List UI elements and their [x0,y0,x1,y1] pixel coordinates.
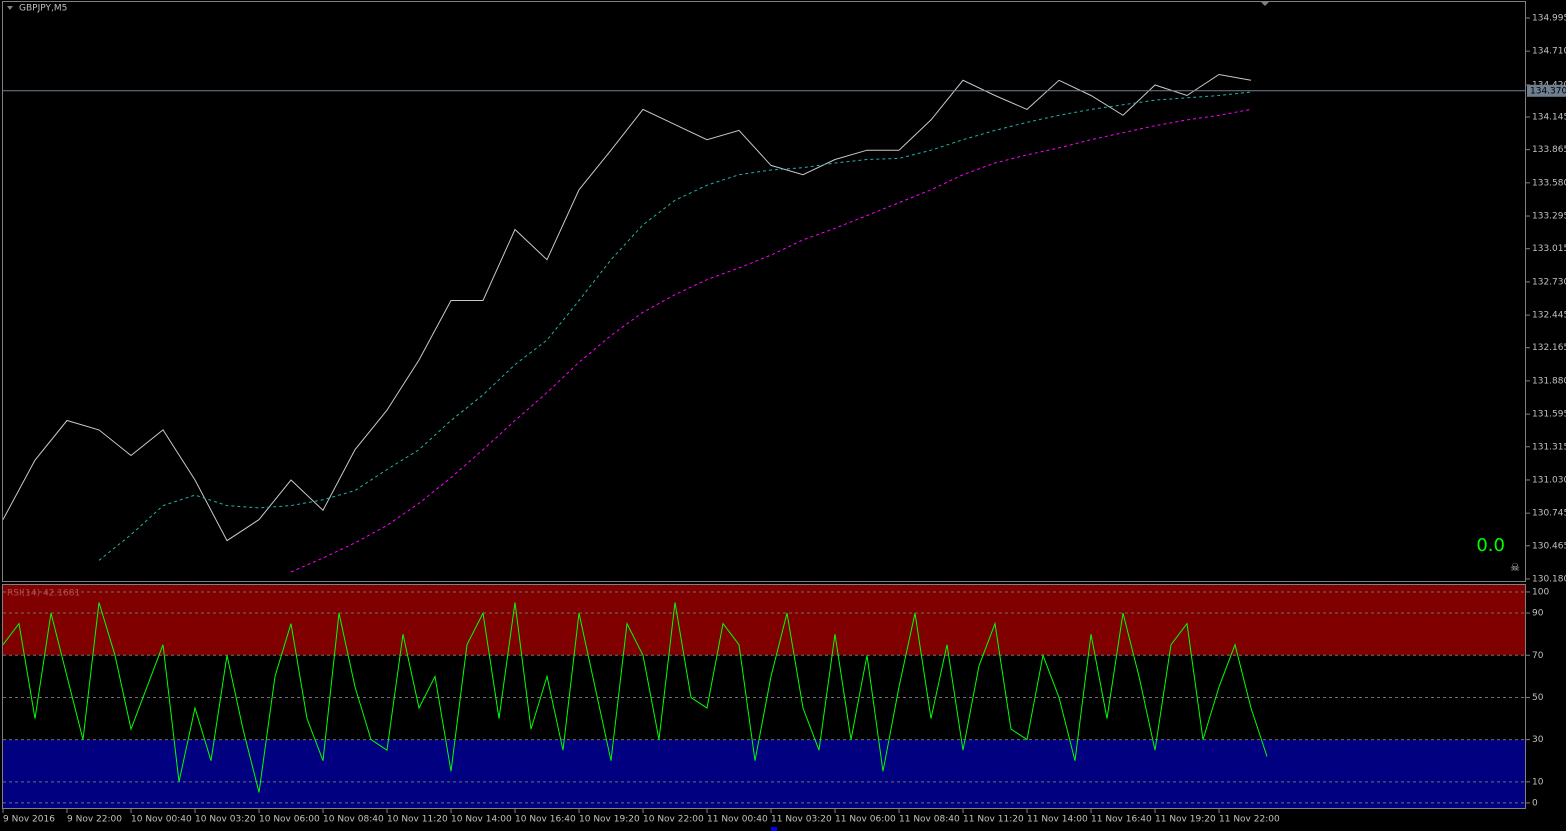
x-tick-label: 11 Nov 19:20 [1155,815,1216,825]
series-line [2,73,1252,542]
menu-arrow[interactable] [7,6,13,10]
x-tick-label: 11 Nov 08:40 [899,815,960,825]
current-price-box [1527,84,1566,97]
y-tick-label: 131.595 [1532,410,1566,420]
x-tick-label: 11 Nov 14:00 [1027,815,1088,825]
x-tick-label: 10 Nov 19:20 [579,815,640,825]
chart-title: GBPJPY,M5 [19,4,67,14]
x-tick-label: 10 Nov 22:00 [643,815,704,825]
y-tick-label: 131.315 [1532,442,1566,452]
x-tick-label: 9 Nov 22:00 [67,815,122,825]
x-tick-label: 10 Nov 16:40 [515,815,576,825]
overbought-zone [3,585,1526,656]
x-tick-label: 10 Nov 00:40 [131,815,192,825]
y-tick-label: 133.865 [1532,145,1566,155]
y-tick-label: 133.015 [1532,244,1566,254]
x-tick-label: 11 Nov 00:40 [707,815,768,825]
x-tick-label: 11 Nov 03:20 [771,815,832,825]
chart-layer [2,73,1526,793]
x-tick-label: 11 Nov 16:40 [1091,815,1152,825]
current-price-label: 134.370 [1530,86,1566,96]
shift-marker [1261,2,1269,6]
y-tick-label: 100 [1532,587,1549,597]
series-line [98,91,1252,561]
y-tick-label: 70 [1532,651,1544,661]
y-tick-label: 131.030 [1532,475,1566,485]
x-tick-label: 11 Nov 22:00 [1219,815,1280,825]
background-layer [3,585,1526,808]
scroll-marker [771,827,777,831]
y-tick-label: 131.880 [1532,376,1566,386]
rsi-frame [2,584,1526,809]
y-tick-label: 132.445 [1532,311,1566,321]
series-line [290,108,1252,573]
series-line [2,602,1268,793]
x-tick-label: 10 Nov 14:00 [451,815,512,825]
y-tick-label: 133.580 [1532,178,1566,188]
x-tick-label: 9 Nov 2016 [3,815,55,825]
y-tick-label: 132.730 [1532,277,1566,287]
x-tick-label: 11 Nov 11:20 [963,815,1024,825]
x-tick-label: 10 Nov 06:00 [259,815,320,825]
x-tick-label: 11 Nov 06:00 [835,815,896,825]
skull-icon[interactable]: ☠ [1510,561,1520,574]
y-tick-label: 90 [1532,609,1544,619]
y-tick-label: 134.145 [1532,113,1566,123]
rsi-title: RSI(14) 42.1681 [7,589,80,599]
y-tick-label: 10 [1532,777,1544,787]
y-tick-label: 130.180 [1532,575,1566,585]
y-tick-label: 134.710 [1532,47,1566,57]
x-tick-label: 10 Nov 03:20 [195,815,256,825]
y-tick-label: 130.745 [1532,509,1566,519]
y-tick-label: 133.295 [1532,212,1566,222]
y-tick-label: 130.465 [1532,541,1566,551]
oversold-zone [3,739,1526,808]
price-frame [2,1,1526,582]
y-tick-label: 30 [1532,735,1544,745]
annotation: 0.0 [1476,535,1505,556]
y-tick-label: 0 [1532,798,1538,808]
x-tick-label: 10 Nov 11:20 [387,815,448,825]
y-tick-label: 134.995 [1532,13,1566,23]
y-tick-label: 132.165 [1532,343,1566,353]
y-tick-label: 50 [1532,693,1544,703]
x-tick-label: 10 Nov 08:40 [323,815,384,825]
